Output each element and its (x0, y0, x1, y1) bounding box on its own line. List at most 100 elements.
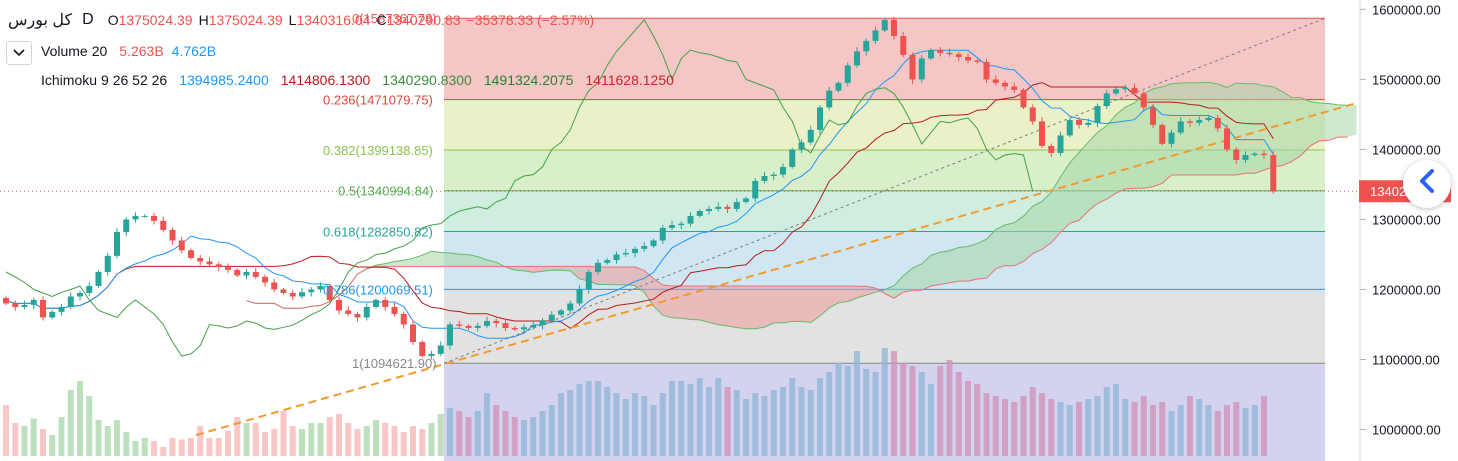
volume-bar (548, 405, 555, 456)
candle-body (770, 174, 777, 177)
volume-bar (271, 429, 278, 456)
volume-bar (1261, 396, 1267, 456)
candle-body (1177, 121, 1184, 133)
volume-bar (391, 426, 398, 456)
volume-bar (95, 420, 102, 456)
kumo-segment (1190, 82, 1200, 175)
volume-bar (326, 417, 333, 456)
candle-body (58, 306, 65, 312)
kumo-segment (561, 266, 571, 271)
collapse-panel-button[interactable] (1403, 160, 1451, 208)
volume-bar (1150, 405, 1156, 456)
candle-body (521, 327, 527, 330)
candle-body (622, 253, 629, 255)
kumo-segment (736, 285, 746, 329)
volume-bar (946, 360, 953, 456)
candle-body (382, 299, 389, 307)
volume-bar (881, 348, 888, 456)
volume-bar (160, 447, 167, 456)
candle-body (928, 50, 934, 59)
interval-label[interactable]: D (82, 11, 94, 28)
chevron-down-icon[interactable] (6, 41, 32, 65)
volume-bar (1196, 399, 1203, 456)
kumo-segment (1208, 82, 1218, 175)
kumo-segment (570, 266, 580, 279)
kumo-segment (986, 229, 996, 279)
candle-body (456, 324, 463, 326)
ichimoku-conversion-value: 1394985.2400 (179, 72, 269, 88)
candle-body (1233, 149, 1240, 160)
low-label: L (288, 12, 297, 28)
kumo-segment (783, 285, 793, 323)
candle-body (49, 311, 56, 318)
volume-bar (891, 351, 897, 456)
candle-body (206, 261, 213, 265)
volume-bar (437, 414, 444, 456)
kumo-segment (644, 270, 654, 306)
candle-body (1057, 135, 1064, 153)
kumo-segment (653, 278, 663, 316)
lagging-span-line (5, 19, 1034, 357)
candle-body (95, 271, 102, 286)
candle-body (1011, 86, 1018, 90)
volume-bar (234, 417, 241, 456)
candle-body (354, 313, 361, 318)
candle-body (1270, 155, 1277, 192)
candle-body (1251, 153, 1258, 156)
candle-body (909, 54, 916, 80)
volume-bar (484, 393, 490, 456)
candle-body (826, 90, 833, 108)
volume-ma-value: 4.762B (171, 43, 217, 59)
kumo-segment (949, 247, 959, 283)
volume-bar (1242, 408, 1249, 456)
candle-body (780, 166, 786, 175)
kumo-segment (1347, 104, 1357, 138)
volume-bar (724, 387, 731, 456)
leading-span-a-line (246, 81, 1348, 330)
ichimoku-legend[interactable]: Ichimoku 9 26 52 26 1394985.2400 1414806… (41, 72, 680, 88)
volume-bar (1066, 405, 1073, 456)
candle-body (761, 176, 768, 181)
volume-bar (1233, 402, 1240, 456)
volume-bar (428, 423, 435, 456)
candle-body (271, 282, 278, 290)
candle-body (345, 310, 352, 314)
volume-bar (798, 387, 805, 456)
kumo-segment (514, 266, 524, 271)
kumo-segment (977, 239, 987, 279)
price-axis[interactable]: 1000000.00 1100000.00 1200000.00 1300000.00… (1359, 0, 1458, 461)
price-axis-background (1360, 0, 1458, 461)
kumo-segment (810, 285, 820, 323)
volume-bar (308, 423, 315, 456)
candle-body (576, 289, 583, 304)
volume-bar (937, 366, 944, 456)
volume-bar (928, 384, 934, 456)
volume-bar (299, 429, 305, 456)
kumo-segment (1042, 192, 1052, 250)
volume-bar (1002, 399, 1008, 456)
volume-bar (576, 384, 583, 456)
kumo-segment (1254, 83, 1264, 174)
volume-bar (1029, 387, 1036, 456)
kumo-segment (1301, 97, 1311, 156)
kumo-segment (450, 252, 460, 267)
candle-body (336, 299, 342, 311)
volume-bar (585, 381, 592, 456)
candle-body (937, 50, 944, 53)
volume-bar (178, 439, 185, 456)
volume-bar (77, 381, 83, 456)
candle-body (669, 225, 675, 228)
candle-body (151, 215, 157, 221)
volume-bar (854, 351, 860, 456)
volume-bar (780, 387, 786, 456)
volume-legend[interactable]: Volume 20 5.263B 4.762B (41, 43, 222, 59)
kumo-segment (422, 251, 432, 267)
trendlines[interactable] (195, 17, 1357, 437)
candle-body (641, 246, 648, 249)
volume-bar (104, 426, 111, 456)
chevron-left-icon[interactable] (1419, 168, 1435, 200)
symbol-name[interactable]: کل بورس (8, 12, 73, 29)
volume-bar (363, 426, 370, 456)
volume-bar (493, 405, 500, 456)
